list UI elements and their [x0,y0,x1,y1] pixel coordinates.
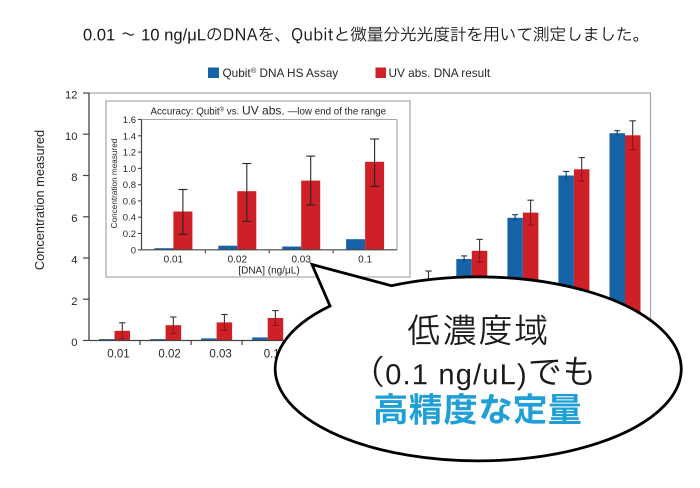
svg-text:0.2: 0.2 [123,229,136,240]
svg-text:4: 4 [71,255,77,267]
svg-text:12: 12 [65,90,77,102]
svg-text:Accuracy: Qubit® vs. UV abs.: Accuracy: Qubit® vs. UV abs. —low end of… [151,104,387,118]
svg-text:1.6: 1.6 [123,115,136,126]
svg-text:1.4: 1.4 [123,131,136,142]
svg-text:0.03: 0.03 [291,254,311,265]
svg-text:1.0: 1.0 [123,164,136,175]
svg-text:0.02: 0.02 [158,349,180,361]
svg-text:1.2: 1.2 [123,148,136,159]
svg-text:Concentration measured: Concentration measured [32,130,47,270]
svg-text:10: 10 [65,131,77,143]
svg-text:0.01: 0.01 [107,349,129,361]
svg-text:0.6: 0.6 [123,196,136,207]
svg-text:0.1: 0.1 [358,254,372,265]
svg-text:0.01: 0.01 [164,254,184,265]
svg-text:2: 2 [71,296,77,308]
svg-text:UV abs. DNA result: UV abs. DNA result [389,66,491,80]
svg-text:0.4: 0.4 [123,213,136,224]
svg-text:Concentration measured: Concentration measured [110,138,119,228]
svg-text:0.02: 0.02 [228,254,248,265]
svg-text:[DNA] (ng/μL): [DNA] (ng/μL) [238,265,299,276]
svg-text:Qubit® DNA HS Assay: Qubit® DNA HS Assay [223,66,339,80]
svg-text:0.03: 0.03 [209,349,231,361]
svg-text:0: 0 [71,337,77,349]
svg-text:8: 8 [71,172,77,184]
svg-text:6: 6 [71,213,77,225]
svg-text:0: 0 [131,245,136,256]
svg-text:0.8: 0.8 [123,180,136,191]
